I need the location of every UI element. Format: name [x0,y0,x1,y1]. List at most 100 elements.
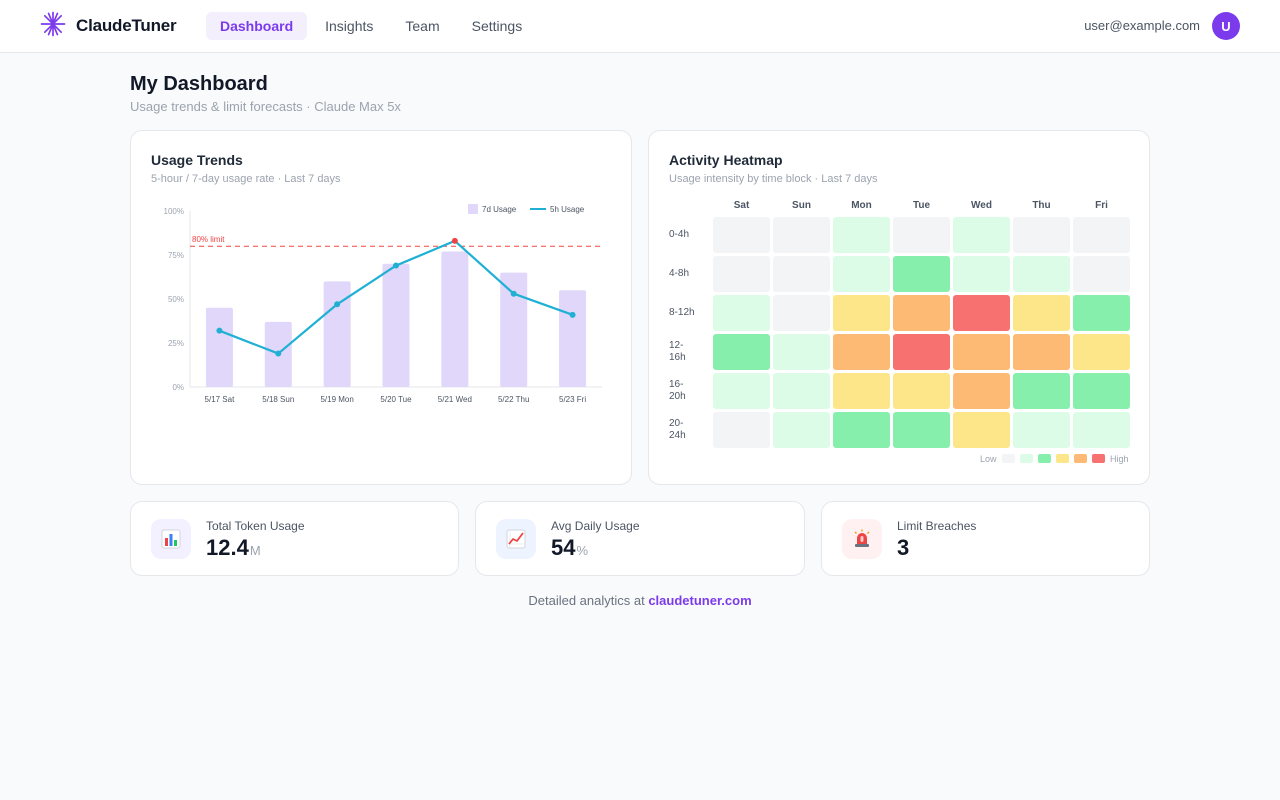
x-tick-label: 5/20 Tue [380,395,412,404]
heatmap-legend-swatch [1002,454,1015,463]
heatmap-cell [833,412,890,448]
heatmap-cell [893,334,950,370]
stat-value: 12.4M [206,535,261,561]
heatmap-time-label: 4-8h [669,268,690,279]
heatmap-cell [893,256,950,292]
page-title: My Dashboard [130,73,268,95]
user-email: user@example.com [1084,18,1200,33]
heatmap-cell [713,334,770,370]
heatmap-cell [833,256,890,292]
heatmap-cell [1013,217,1070,253]
footer: Detailed analytics at claudetuner.com [0,593,1280,608]
stat-limit-breaches: Limit Breaches 3 [821,501,1150,576]
heatmap-cell [893,217,950,253]
y-tick-label: 100% [164,207,184,216]
point-5h-usage [334,301,341,308]
heatmap-day-label: Thu [1032,200,1051,211]
activity-heatmap-title: Activity Heatmap [669,152,783,168]
heatmap-day-label: Wed [971,200,992,211]
heatmap-cell [773,373,830,409]
nav-dashboard[interactable]: Dashboard [206,12,308,40]
heatmap-cell [833,217,890,253]
nav-insights[interactable]: Insights [325,18,374,34]
nav-settings[interactable]: Settings [471,18,523,34]
heatmap-legend-swatch [1020,454,1033,463]
stat-number: 3 [897,535,910,560]
stat-label: Avg Daily Usage [551,519,640,533]
heatmap-cell [1013,295,1070,331]
x-tick-label: 5/21 Wed [438,395,472,404]
heatmap-cell [893,295,950,331]
heatmap-legend-low: Low [980,454,997,464]
heatmap-cell [1073,373,1130,409]
footer-link[interactable]: claudetuner.com [648,593,752,608]
heatmap-cell [953,256,1010,292]
heatmap-cell [1073,412,1130,448]
point-5h-usage [216,327,223,334]
threshold-label: 80% limit [192,235,225,244]
stat-total-token-usage: Total Token Usage 12.4M [130,501,459,576]
stat-unit: M [249,543,261,558]
heatmap-day-label: Fri [1095,200,1108,211]
avatar[interactable]: U [1212,12,1240,40]
y-tick-label: 0% [172,383,184,392]
logo-icon [40,11,66,42]
stat-value: 3 [897,535,910,561]
heatmap-cell [1073,334,1130,370]
main-nav: Dashboard Insights Team Settings [206,12,536,40]
y-tick-label: 25% [168,339,184,348]
legend-swatch-7d [468,204,478,214]
usage-trends-subtitle: 5-hour / 7-day usage rate · Last 7 days [151,173,341,185]
heatmap-cell [773,334,830,370]
brand[interactable]: ClaudeTuner [40,11,177,42]
x-tick-label: 5/17 Sat [205,395,236,404]
heatmap-cell [893,373,950,409]
heatmap-cell [773,412,830,448]
heatmap-cell [833,295,890,331]
brand-name: ClaudeTuner [76,16,177,35]
bar-7d-usage [205,307,233,387]
heatmap-cell [1073,295,1130,331]
activity-heatmap-card: Activity Heatmap Usage intensity by time… [648,130,1150,485]
siren-icon [842,519,882,559]
heatmap-cell [893,412,950,448]
x-tick-label: 5/23 Fri [559,395,586,404]
heatmap-time-label: 8-12h [669,307,695,318]
heatmap-cell [953,373,1010,409]
heatmap-cell [833,373,890,409]
x-tick-label: 5/22 Thu [498,395,529,404]
usage-trends-title: Usage Trends [151,152,243,168]
heatmap-day-label: Sun [792,200,811,211]
heatmap-cell [953,295,1010,331]
heatmap-cell [953,412,1010,448]
stat-number: 54 [551,535,576,560]
x-tick-label: 5/19 Mon [320,395,353,404]
heatmap-time-label: 0-4h [669,229,690,240]
heatmap-cell [953,334,1010,370]
footer-text: Detailed analytics at [528,593,645,608]
heatmap-cell [953,217,1010,253]
stat-unit: % [576,543,589,558]
stat-label: Limit Breaches [897,519,977,533]
activity-heatmap-subtitle: Usage intensity by time block · Last 7 d… [669,173,878,185]
top-nav-bar: ClaudeTuner Dashboard Insights Team Sett… [0,0,1280,53]
heatmap-cell [713,256,770,292]
heatmap-cell [713,373,770,409]
highlight-point [451,237,458,244]
legend-label-5h: 5h Usage [550,205,585,214]
heatmap-cell [833,334,890,370]
nav-team[interactable]: Team [405,18,440,34]
stat-label: Total Token Usage [206,519,305,533]
bar-7d-usage [382,263,410,387]
heatmap-cell [713,217,770,253]
point-5h-usage [393,262,399,269]
heatmap-cell [1073,217,1130,253]
y-tick-label: 50% [168,295,184,304]
stat-value: 54% [551,535,588,561]
bar-chart-icon [151,519,191,559]
x-tick-label: 5/18 Sun [262,395,294,404]
heatmap-time-label: 16- 20h [669,379,686,402]
heatmap-cell [713,295,770,331]
legend-label-7d: 7d Usage [482,205,517,214]
heatmap-cell [1013,373,1070,409]
